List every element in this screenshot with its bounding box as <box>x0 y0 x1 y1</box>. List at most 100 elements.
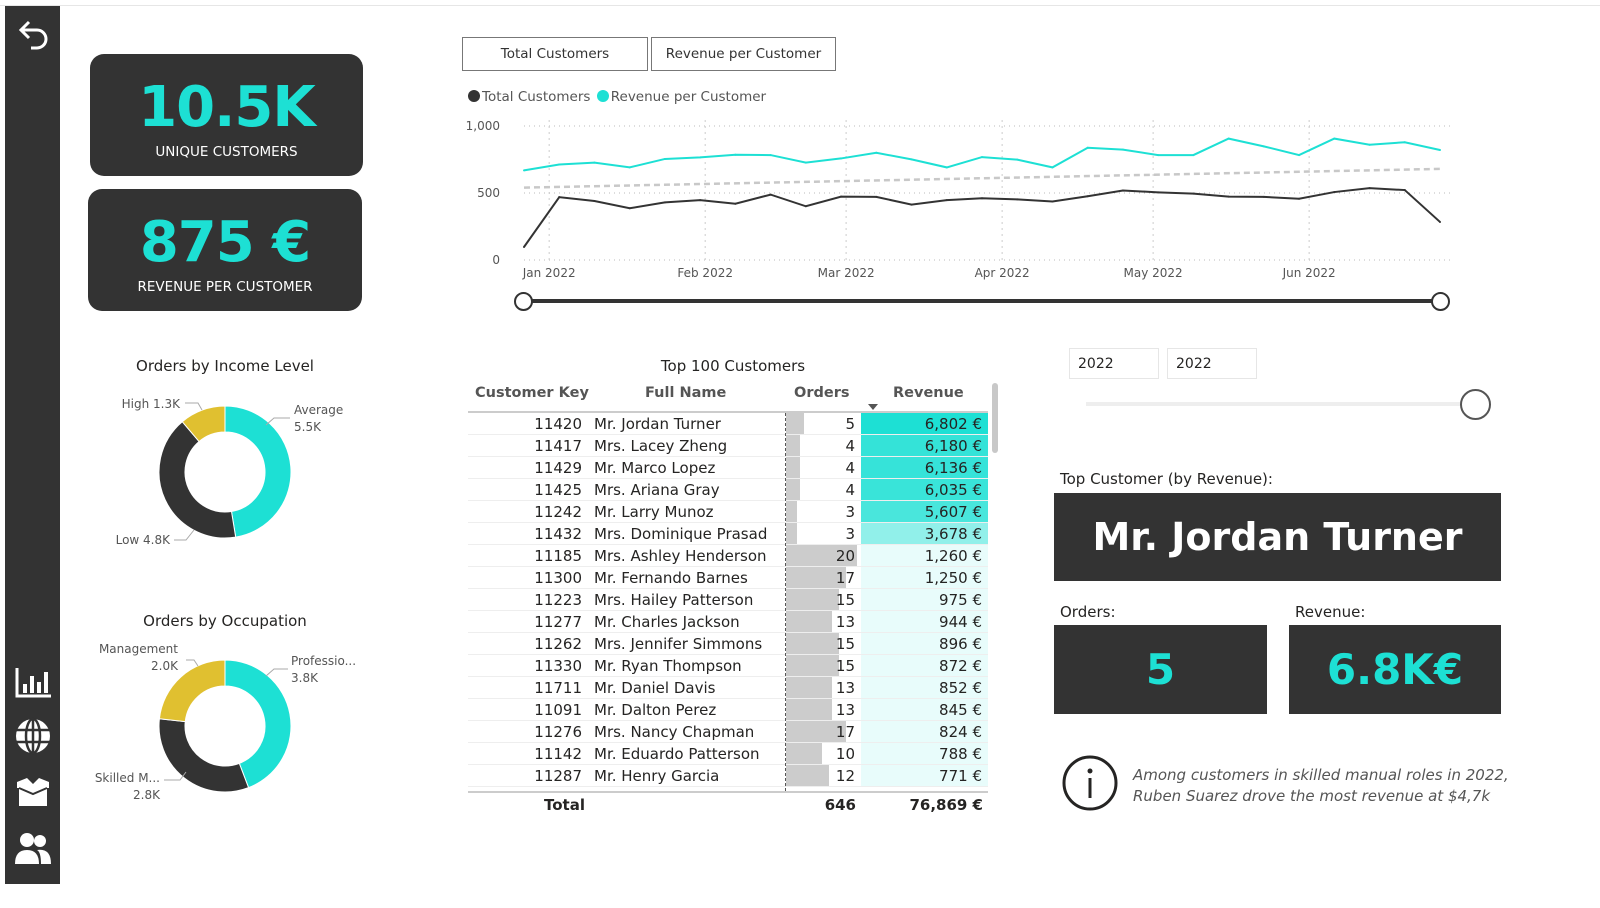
year-slider-track[interactable] <box>1086 402 1466 406</box>
customers-line-chart: 0 500 1,000 Jan 2022 Feb 2022 Mar 2022 Apr 202… <box>466 119 1450 280</box>
customer-key-cell: 11425 <box>534 481 582 499</box>
year-slider-handle[interactable] <box>1460 389 1491 420</box>
table-scrollbar[interactable] <box>992 383 998 453</box>
unique-customers-value: 10.5K <box>138 75 316 140</box>
table-row[interactable]: 11417 Mrs. Lacey Zheng 4 6,180 € <box>468 435 988 457</box>
back-arrow-icon[interactable] <box>13 16 53 56</box>
full-name-cell: Mr. Charles Jackson <box>594 613 740 631</box>
revenue-color-cell <box>861 567 988 588</box>
revenue-color-cell <box>861 479 988 500</box>
revenue-per-customer-value: 875 € <box>139 210 311 275</box>
data-point <box>558 163 561 166</box>
table-title: Top 100 Customers <box>660 357 806 375</box>
orders-cell: 4 <box>845 459 855 477</box>
customer-key-cell: 11429 <box>534 459 582 477</box>
revenue-color-cell <box>861 765 988 786</box>
data-point <box>840 195 843 198</box>
revenue-color-cell <box>861 523 988 544</box>
customer-key-cell: 11330 <box>534 657 582 675</box>
data-point <box>840 157 843 160</box>
globe-icon[interactable] <box>13 716 53 756</box>
x-tick-label: Mar 2022 <box>818 266 875 280</box>
series-line-total-customers <box>523 187 1441 248</box>
revenue-cell: 788 € <box>939 745 982 763</box>
top-customer-revenue: 6.8K€ <box>1289 625 1501 714</box>
revenue-per-customer-button[interactable]: Revenue per Customer <box>651 37 836 71</box>
data-point <box>910 203 913 206</box>
revenue-per-customer-card: 875 € REVENUE PER CUSTOMER <box>88 189 362 311</box>
table-row[interactable]: 11223 Mrs. Hailey Patterson 15 975 € <box>468 589 988 611</box>
data-point <box>1051 166 1054 169</box>
data-point <box>1333 137 1336 140</box>
table-row[interactable]: 11142 Mr. Eduardo Patterson 10 788 € <box>468 743 988 765</box>
top-customers-table: Customer Key Full Name Orders Revenue 11… <box>468 380 998 820</box>
revenue-cell: 975 € <box>939 591 982 609</box>
data-point <box>1016 158 1019 161</box>
orders-cell: 3 <box>845 503 855 521</box>
insight-line-1: Among customers in skilled manual roles … <box>1133 766 1509 784</box>
revenue-cell: 872 € <box>939 657 982 675</box>
donut-slice-average <box>224 405 292 538</box>
column-header-revenue[interactable]: Revenue <box>893 385 964 401</box>
data-point <box>1157 191 1160 194</box>
table-row[interactable]: 11276 Mrs. Nancy Chapman 17 824 € <box>468 721 988 743</box>
table-row[interactable]: 11242 Mr. Larry Munoz 3 5,607 € <box>468 501 988 523</box>
date-range-slider-end-handle[interactable] <box>1431 292 1450 311</box>
full-name-cell: Mr. Ryan Thompson <box>594 657 742 675</box>
total-customers-button[interactable]: Total Customers <box>462 37 648 71</box>
x-tick-label: Jan 2022 <box>522 266 576 280</box>
year-to-input[interactable]: 2022 <box>1167 348 1257 379</box>
table-row[interactable]: 11420 Mr. Jordan Turner 5 6,802 € <box>468 413 988 435</box>
column-header-customer-key[interactable]: Customer Key <box>475 385 589 401</box>
full-name-cell: Mr. Marco Lopez <box>594 459 716 477</box>
sort-descending-icon[interactable] <box>868 404 878 410</box>
orders-cell: 12 <box>835 767 855 785</box>
revenue-color-cell <box>861 545 988 566</box>
orders-cell: 17 <box>835 723 855 741</box>
users-icon[interactable] <box>13 828 53 868</box>
column-header-orders[interactable]: Orders <box>794 385 850 401</box>
revenue-cell: 852 € <box>939 679 982 697</box>
bar-chart-icon[interactable] <box>13 662 53 702</box>
data-point <box>1298 154 1301 157</box>
data-point <box>734 202 737 205</box>
orders-data-bar <box>786 633 840 654</box>
insight-text: Among customers in skilled manual roles … <box>1133 765 1509 807</box>
leader-line <box>174 529 195 541</box>
data-point <box>628 207 631 210</box>
table-row[interactable]: 11287 Mr. Henry Garcia 12 771 € <box>468 765 988 787</box>
top-customer-name: Mr. Jordan Turner <box>1054 493 1501 581</box>
table-row[interactable]: 11711 Mr. Daniel Davis 13 852 € <box>468 677 988 699</box>
table-row[interactable]: 11300 Mr. Fernando Barnes 17 1,250 € <box>468 567 988 589</box>
table-row[interactable]: 11277 Mr. Charles Jackson 13 944 € <box>468 611 988 633</box>
table-row[interactable]: 11185 Mrs. Ashley Henderson 20 1,260 € <box>468 545 988 567</box>
y-tick-label: 1,000 <box>466 119 500 133</box>
date-range-slider-track[interactable] <box>523 299 1441 303</box>
table-body: 11420 Mr. Jordan Turner 5 6,802 € 11417 … <box>468 413 988 791</box>
table-row[interactable]: 11091 Mr. Dalton Perez 13 845 € <box>468 699 988 721</box>
date-range-slider-start-handle[interactable] <box>514 292 533 311</box>
data-point <box>1262 195 1265 198</box>
table-row[interactable]: 11262 Mrs. Jennifer Simmons 15 896 € <box>468 633 988 655</box>
slice-label: Low 4.8K <box>116 533 172 547</box>
column-header-full-name[interactable]: Full Name <box>645 385 727 401</box>
customer-key-cell: 11277 <box>534 613 582 631</box>
data-point <box>1262 145 1265 148</box>
customer-key-cell: 11711 <box>534 679 582 697</box>
data-point <box>1227 137 1230 140</box>
full-name-cell: Mr. Fernando Barnes <box>594 569 748 587</box>
customer-key-cell: 11420 <box>534 415 582 433</box>
table-row[interactable]: 11429 Mr. Marco Lopez 4 6,136 € <box>468 457 988 479</box>
column-divider <box>785 413 786 791</box>
revenue-cell: 6,136 € <box>924 459 982 477</box>
table-row[interactable]: 11330 Mr. Ryan Thompson 15 872 € <box>468 655 988 677</box>
top-divider <box>0 5 1600 6</box>
table-row[interactable]: 11432 Mrs. Dominique Prasad 3 3,678 € <box>468 523 988 545</box>
total-label: Total <box>544 796 585 814</box>
table-row[interactable]: 11425 Mrs. Ariana Gray 4 6,035 € <box>468 479 988 501</box>
box-icon[interactable] <box>13 772 53 812</box>
year-from-input[interactable]: 2022 <box>1069 348 1159 379</box>
data-point <box>699 199 702 202</box>
data-point <box>1016 198 1019 201</box>
full-name-cell: Mr. Jordan Turner <box>594 415 721 433</box>
